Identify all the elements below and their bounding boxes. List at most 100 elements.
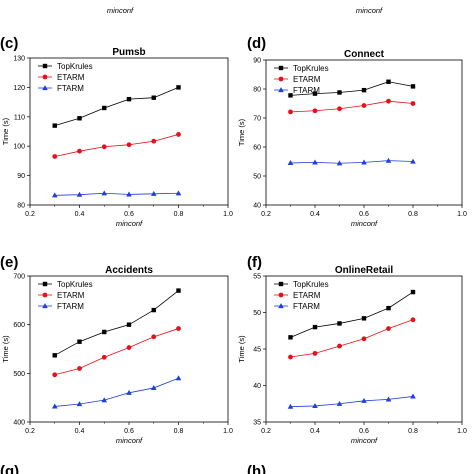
- data-point: [176, 85, 181, 90]
- x-tick-label: 0.4: [310, 428, 320, 435]
- x-tick-label: 0.8: [174, 211, 184, 218]
- data-point: [101, 144, 107, 150]
- data-point: [337, 343, 342, 349]
- x-tick-label: 0.6: [124, 428, 134, 435]
- legend-label: ETARM: [57, 291, 85, 300]
- data-point: [52, 353, 57, 358]
- y-tick-label: 50: [253, 174, 261, 181]
- x-tick-label: 0.2: [261, 428, 271, 435]
- data-point: [175, 190, 182, 196]
- data-point: [410, 289, 416, 295]
- data-point: [101, 190, 108, 196]
- top-xlabel-left: minconf: [107, 6, 134, 15]
- chart-title: OnlineRetail: [335, 265, 394, 276]
- series-line: [290, 100, 414, 113]
- legend-label: ETARM: [293, 75, 321, 84]
- data-point: [288, 354, 293, 360]
- panel-label: (e): [0, 254, 18, 271]
- legend-label: ETARM: [293, 291, 321, 300]
- series-line: [54, 192, 179, 196]
- data-point: [76, 191, 83, 197]
- data-point: [385, 396, 392, 402]
- x-tick-label: 1.0: [457, 428, 467, 435]
- data-point: [288, 335, 293, 340]
- data-point: [312, 91, 318, 96]
- y-tick-label: 60: [253, 145, 261, 152]
- data-point: [288, 93, 293, 98]
- top-xlabel-right: minconf: [356, 6, 383, 15]
- legend-marker: [278, 292, 284, 298]
- legend-marker: [42, 74, 48, 80]
- data-point: [386, 79, 391, 84]
- data-point: [361, 103, 367, 108]
- data-point: [410, 317, 416, 323]
- y-tick-label: 130: [13, 56, 25, 63]
- legend-label: TopKrules: [57, 62, 93, 71]
- data-point: [126, 389, 132, 395]
- x-tick-label: 0.8: [408, 428, 418, 435]
- data-point: [77, 366, 82, 371]
- y-tick-label: 50: [253, 310, 261, 317]
- data-point: [126, 191, 132, 197]
- series-line: [54, 134, 179, 157]
- y-tick-label: 120: [13, 85, 25, 92]
- data-point: [361, 159, 367, 165]
- panel-label-h: (h): [247, 463, 266, 474]
- data-point: [52, 372, 58, 378]
- y-tick-label: 45: [253, 347, 261, 354]
- series-line: [290, 396, 414, 408]
- legend-marker: [278, 65, 284, 71]
- y-tick-label: 90: [253, 58, 261, 65]
- data-point: [101, 397, 108, 403]
- x-tick-label: 0.6: [124, 211, 134, 218]
- y-tick-label: 70: [253, 116, 261, 123]
- y-tick-label: 600: [13, 322, 25, 329]
- y-tick-label: 500: [13, 371, 25, 378]
- series-line: [290, 81, 414, 96]
- legend-marker: [278, 87, 284, 93]
- chart-title: Connect: [344, 49, 385, 60]
- data-point: [337, 321, 342, 326]
- y-tick-label: 700: [13, 274, 25, 281]
- x-tick-label: 0.2: [25, 211, 35, 218]
- data-point: [386, 326, 391, 331]
- chart-panel: (f) OnlineRetail 0.2 0.4 0.6 0.8 1.0 35 40 45 50 55…: [237, 254, 467, 445]
- data-point: [410, 158, 416, 164]
- chart-panel: (e) Accidents 0.2 0.4 0.6 0.8 1.0 400 500 600 700 m…: [0, 254, 233, 445]
- data-point: [336, 400, 343, 406]
- data-point: [361, 397, 367, 403]
- x-axis-label: minconf: [351, 219, 378, 228]
- data-point: [312, 324, 318, 330]
- y-tick-label: 110: [14, 114, 25, 121]
- legend-label: ETARM: [57, 73, 85, 82]
- series-line: [54, 290, 179, 356]
- data-point: [102, 329, 107, 335]
- y-axis-label: Time (s): [1, 117, 10, 145]
- data-point: [52, 154, 58, 159]
- panel-label: (d): [247, 35, 266, 52]
- data-point: [176, 288, 181, 293]
- y-tick-label: 400: [13, 420, 25, 427]
- series-line: [54, 87, 179, 127]
- x-tick-label: 0.2: [261, 211, 271, 218]
- x-tick-label: 1.0: [223, 428, 233, 435]
- y-tick-label: 80: [17, 203, 25, 210]
- x-tick-label: 1.0: [457, 211, 467, 218]
- data-point: [126, 345, 132, 350]
- legend-marker: [42, 292, 48, 298]
- data-point: [361, 87, 367, 93]
- legend-marker: [42, 63, 48, 69]
- data-point: [361, 316, 367, 321]
- data-point: [176, 326, 181, 331]
- data-point: [151, 307, 156, 313]
- x-tick-label: 0.2: [25, 428, 35, 435]
- y-axis-label: Time (s): [237, 118, 246, 146]
- chart-title: Pumsb: [112, 47, 145, 58]
- x-tick-label: 0.4: [75, 211, 85, 218]
- data-point: [126, 142, 132, 148]
- data-point: [126, 96, 132, 102]
- legend-marker: [42, 281, 48, 287]
- series-line: [290, 319, 414, 358]
- data-point: [126, 322, 132, 327]
